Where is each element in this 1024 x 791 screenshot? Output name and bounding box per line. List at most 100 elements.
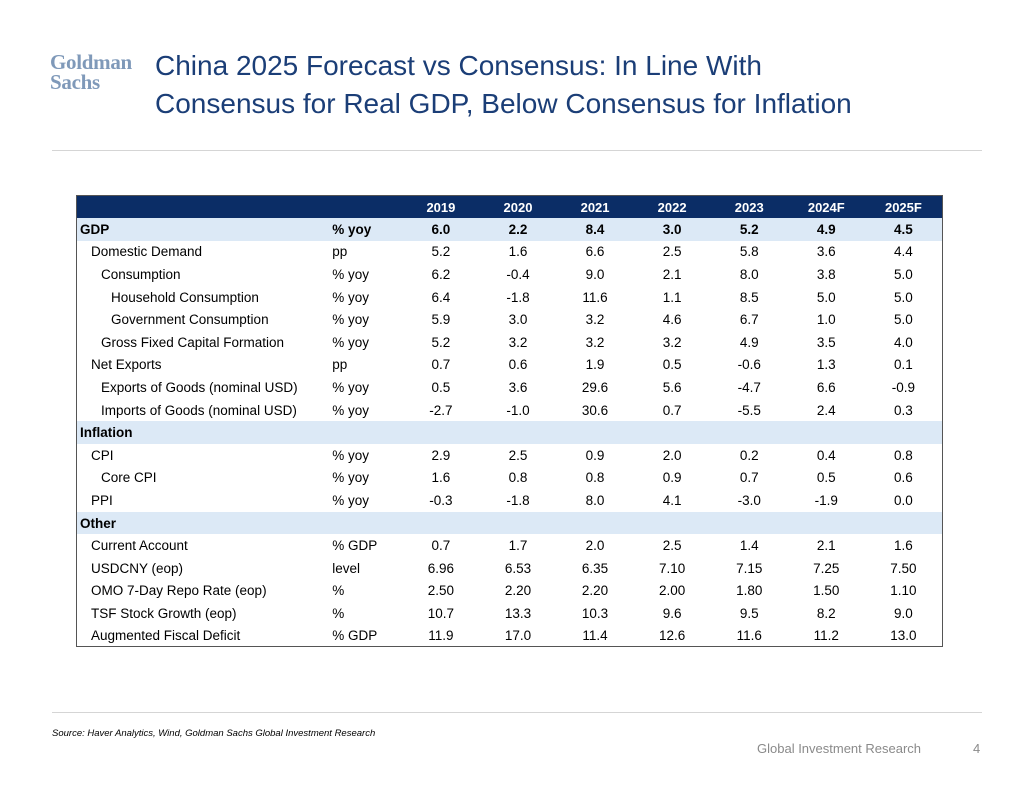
value-cell: 9.0 (585, 266, 605, 282)
value-cell: 2.5 (662, 538, 682, 554)
value-cell: -1.0 (506, 402, 530, 418)
value-cell: 6.6 (816, 379, 836, 395)
value-cell: 1.6 (431, 470, 451, 486)
value-cell (864, 421, 942, 444)
row-label: Net Exports (91, 357, 162, 373)
row-label: OMO 7-Day Repo Rate (eop) (91, 583, 267, 599)
value-cell (633, 511, 711, 535)
row-unit: % yoy (332, 447, 370, 463)
value-cell: 8.2 (816, 605, 836, 621)
header-year: 2021 (556, 196, 634, 218)
row-label: TSF Stock Growth (eop) (91, 605, 237, 621)
value-cell: -1.8 (506, 289, 530, 305)
table-row: Net Exports pp 0.7 0.6 1.9 0.5 -0.6 1.3 0.1 (77, 354, 942, 377)
value-cell (787, 511, 865, 535)
value-cell (864, 511, 942, 535)
value-cell: 1.10 (890, 583, 917, 599)
row-label: Other (77, 511, 333, 535)
value-cell: 3.2 (585, 334, 605, 350)
value-cell: 0.8 (894, 447, 913, 463)
value-cell: 1.80 (736, 583, 763, 599)
value-cell: 5.2 (431, 244, 451, 260)
value-cell: 8.0 (739, 266, 759, 282)
value-cell: 10.3 (581, 605, 609, 621)
value-cell: -0.4 (506, 266, 530, 282)
value-cell: 5.0 (894, 312, 913, 328)
row-label: PPI (91, 492, 113, 508)
row-unit: % yoy (332, 379, 370, 395)
value-cell: 4.4 (894, 244, 913, 260)
value-cell: 7.15 (736, 560, 763, 576)
value-cell: 12.6 (658, 628, 686, 644)
row-label: Core CPI (101, 470, 157, 486)
value-cell: 13.0 (890, 628, 917, 644)
value-cell: 6.4 (431, 289, 451, 305)
value-cell: 8.4 (556, 218, 634, 241)
row-label: Gross Fixed Capital Formation (101, 334, 285, 350)
value-cell: 6.7 (739, 312, 759, 328)
value-cell: -2.7 (429, 402, 453, 418)
value-cell: 1.4 (739, 538, 759, 554)
value-cell: 3.8 (816, 266, 836, 282)
value-cell: 2.4 (816, 402, 836, 418)
row-unit: % yoy (332, 402, 370, 418)
logo-line-2: Sachs (50, 70, 100, 94)
row-unit: % yoy (332, 289, 370, 305)
value-cell: 0.4 (816, 447, 836, 463)
value-cell: 5.6 (662, 379, 682, 395)
value-cell: 10.7 (427, 605, 455, 621)
value-cell: 2.20 (504, 583, 532, 599)
row-label: Current Account (91, 538, 188, 554)
value-cell: 0.7 (431, 357, 451, 373)
value-cell: 5.0 (894, 289, 913, 305)
value-cell: 2.9 (431, 447, 451, 463)
value-cell: -4.7 (737, 379, 761, 395)
row-label: Imports of Goods (nominal USD) (101, 402, 297, 418)
table-row: USDCNY (eop) level 6.96 6.53 6.35 7.10 7.15 7.2… (77, 557, 942, 580)
value-cell: 0.0 (894, 492, 913, 508)
value-cell: 3.6 (508, 379, 528, 395)
value-cell: 2.0 (662, 447, 682, 463)
value-cell: 5.0 (894, 266, 913, 282)
value-cell: 5.0 (816, 289, 836, 305)
value-cell: 2.2 (479, 218, 557, 241)
value-cell: 1.0 (816, 312, 836, 328)
value-cell: -0.9 (891, 379, 916, 395)
value-cell: 3.2 (508, 334, 528, 350)
value-cell: 8.5 (739, 289, 759, 305)
header-year: 2024F (787, 196, 865, 218)
value-cell: 7.10 (658, 560, 686, 576)
value-cell: 6.0 (402, 218, 480, 241)
row-label: Augmented Fiscal Deficit (91, 628, 241, 644)
value-cell: 5.2 (431, 334, 451, 350)
row-label: Consumption (101, 266, 181, 282)
table-row: Imports of Goods (nominal USD) % yoy -2.7 -… (77, 399, 942, 422)
value-cell: 1.1 (662, 289, 682, 305)
value-cell: 2.1 (816, 538, 836, 554)
page-number: 4 (973, 741, 981, 756)
value-cell: 1.6 (894, 538, 913, 554)
value-cell: 4.9 (739, 334, 759, 350)
table-header-row: 2019 2020 2021 2022 2023 2024F 2025F (77, 196, 942, 218)
row-unit: level (332, 560, 361, 576)
source-note: Source: Haver Analytics, Wind, Goldman S… (52, 728, 376, 739)
value-cell (787, 421, 865, 444)
value-cell: 8.0 (585, 492, 605, 508)
bottom-divider (52, 712, 982, 713)
table-row: Consumption % yoy 6.2 -0.4 9.0 2.1 8.0 3.8 5.0 (77, 263, 942, 286)
value-cell: 4.0 (894, 334, 913, 350)
forecast-table: 2019 2020 2021 2022 2023 2024F 2025F GDP… (77, 196, 942, 647)
table-section-row: GDP% yoy 6.0 2.2 8.4 3.0 5.2 4.9 4.5 (77, 218, 942, 241)
value-cell: -0.3 (429, 492, 453, 508)
value-cell: 4.1 (662, 492, 682, 508)
value-cell: 7.25 (813, 560, 840, 576)
value-cell: 11.6 (582, 289, 608, 305)
value-cell: 0.7 (431, 538, 451, 554)
value-cell (710, 511, 788, 535)
value-cell: 0.5 (662, 357, 682, 373)
value-cell: 0.1 (894, 357, 913, 373)
row-unit (332, 511, 403, 535)
value-cell: 0.5 (816, 470, 836, 486)
value-cell: 2.00 (658, 583, 686, 599)
row-unit: pp (332, 244, 348, 260)
